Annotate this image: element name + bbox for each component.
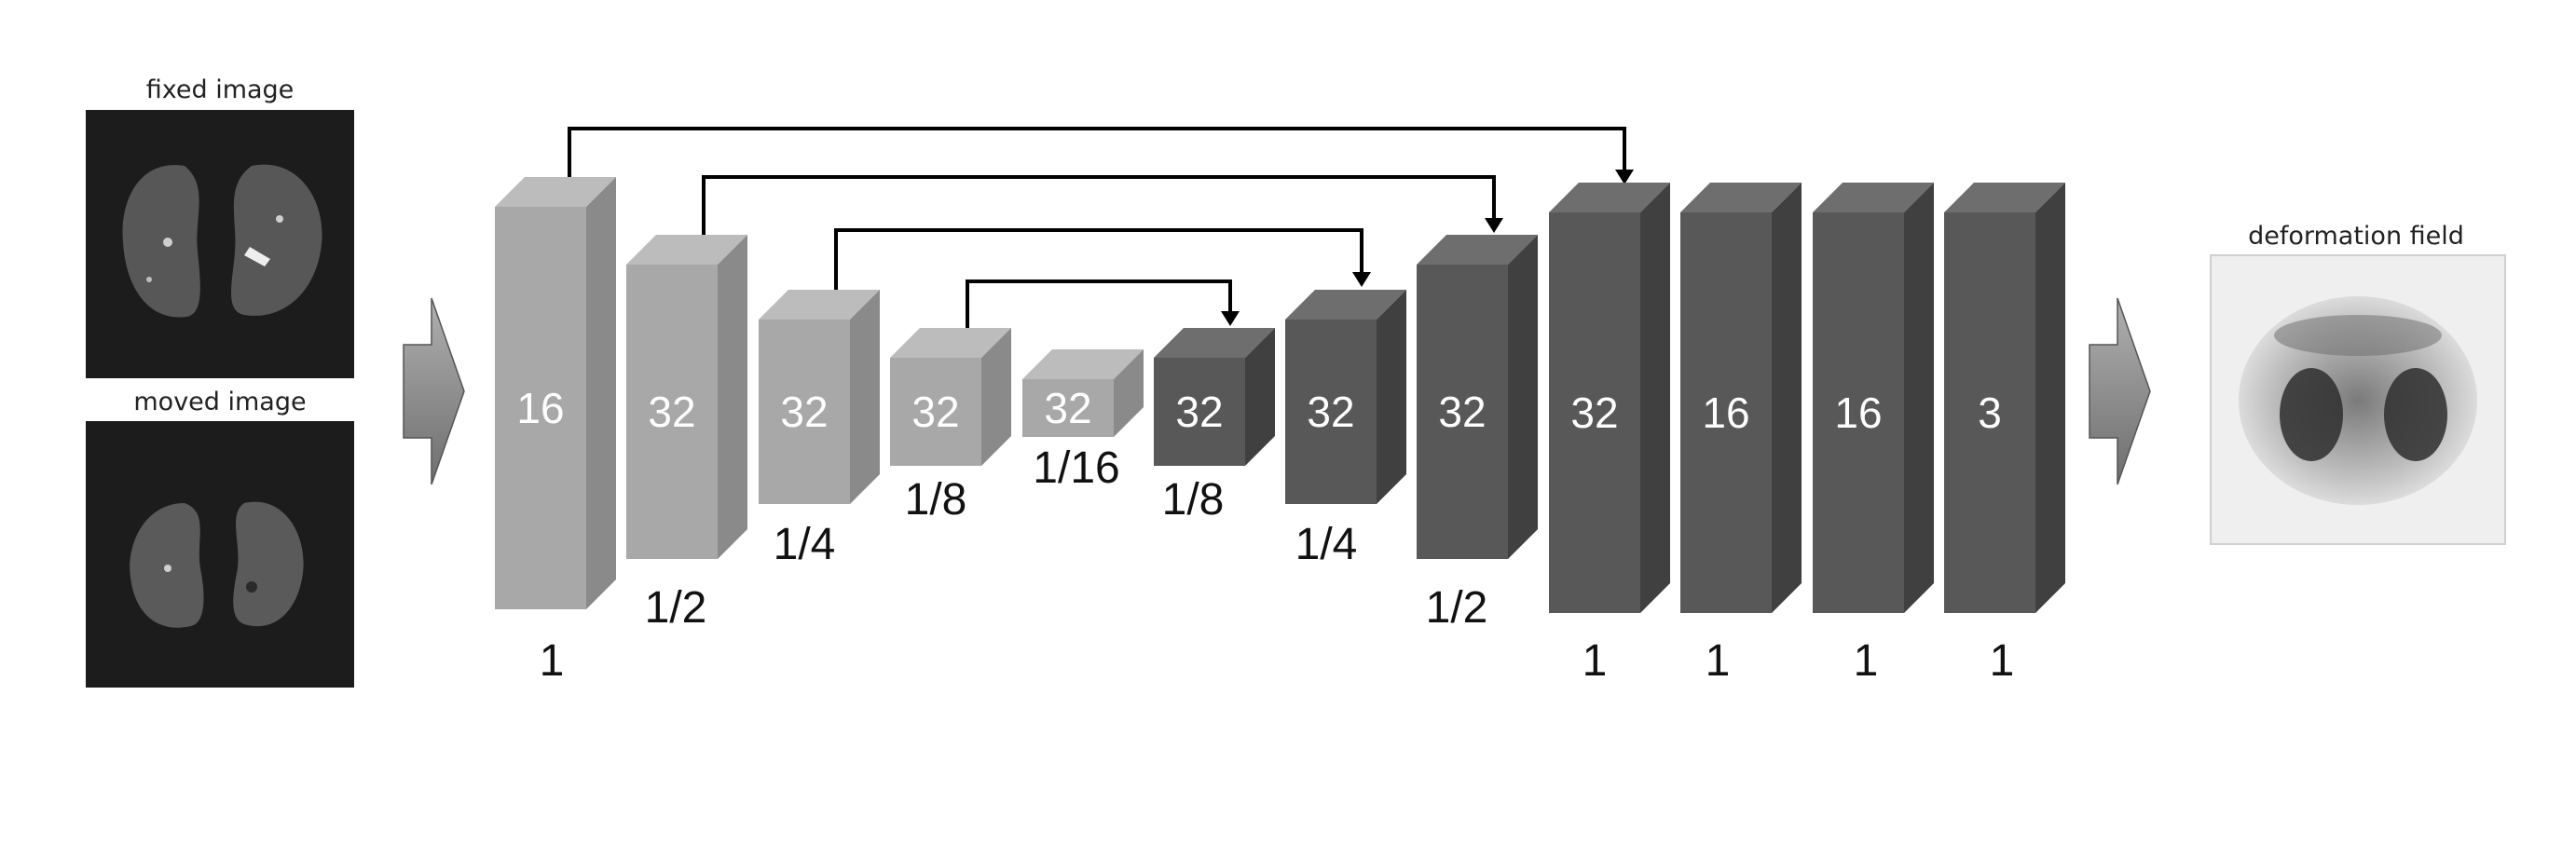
block-scale-label: 1/8 [905,475,967,525]
block-top-face [1944,183,2065,212]
block-top-face [1549,183,1670,212]
block-side-face [1508,235,1538,559]
block-top-face [1285,290,1406,320]
block-front-face [1680,212,1772,613]
block-front-face [1944,212,2035,613]
feature-block: 32 1/8 [1154,328,1275,525]
block-side-face [1245,328,1275,466]
block-front-face [495,207,586,609]
block-channel-label: 32 [1438,388,1486,436]
block-side-face [850,290,880,504]
feature-block: 31 [1944,183,2065,686]
skip-connection-3 [834,228,1363,291]
feature-block: 16 1 [1680,183,1802,686]
block-channel-label: 32 [780,388,828,436]
block-top-face [1813,183,1934,212]
block-side-face [1640,183,1670,613]
deformation-field-image [2210,254,2506,545]
block-channel-label: 32 [911,388,959,436]
skip-connection-4 [966,279,1232,332]
block-top-face [890,328,1011,358]
fixed-image-caption: fixed image [146,75,295,104]
arrow-head-icon [1352,272,1371,287]
feature-block: 32 1/4 [759,290,880,569]
block-front-face [1022,379,1114,437]
block-channel-label: 32 [1570,388,1618,437]
block-top-face [626,235,747,265]
feature-block: 32 1 [1549,183,1670,686]
skip-connection-1 [568,127,1626,177]
output-arrow [2089,297,2151,485]
block-side-face [1772,183,1802,613]
moved-image-caption: moved image [133,388,306,416]
feature-block: 16 1 [1813,183,1934,686]
block-channel-label: 16 [516,384,564,432]
block-front-face [759,320,850,504]
block-scale-label: 1/4 [774,520,836,569]
block-top-face [1417,235,1538,265]
block-channel-label: 32 [1175,388,1223,436]
block-scale-label: 1 [1706,636,1731,686]
block-front-face [1154,358,1245,466]
block-scale-label: 1 [540,636,565,686]
block-side-face [981,328,1011,466]
block-scale-label: 1/8 [1162,475,1225,525]
arrow-head-icon [1485,218,1503,233]
feature-block: 32 1/8 [890,328,1011,525]
feature-block: 16 1 [495,177,616,686]
block-side-face [586,177,616,609]
input-arrow [403,297,465,485]
feature-block: 32 1/16 [1022,349,1144,493]
block-top-face [759,290,880,320]
block-scale-label: 1/2 [1426,583,1488,633]
block-front-face [1285,320,1377,504]
block-scale-label: 1/4 [1295,520,1358,569]
block-front-face [1813,212,1904,613]
block-front-face [890,358,981,466]
block-top-face [495,177,616,207]
block-channel-label: 32 [648,388,695,436]
block-scale-label: 1 [1854,636,1879,686]
skip-connection-2 [702,175,1496,235]
block-scale-label: 1/16 [1033,443,1119,493]
skip-arrowheads [1221,170,1634,326]
block-scale-label: 1/2 [645,583,707,633]
arrow-head-icon [1615,170,1634,184]
feature-blocks: 161321/2321/4321/8321/16321/8321/4321/23… [495,177,2065,686]
block-channel-label: 16 [1702,388,1749,437]
feature-block: 32 1/2 [626,235,747,633]
skip-connections [568,127,1626,332]
block-front-face [626,265,718,559]
block-channel-label: 16 [1834,388,1882,437]
fixed-image [86,110,354,378]
block-front-face [1417,265,1508,559]
block-scale-label: 1 [1583,636,1608,686]
feature-block: 32 1/2 [1417,235,1538,633]
moved-image [86,421,354,688]
block-side-face [2035,183,2065,613]
block-channel-label: 3 [1978,388,2002,437]
feature-block: 32 1/4 [1285,290,1406,569]
block-side-face [1377,290,1406,504]
block-scale-label: 1 [1990,636,2015,686]
block-channel-label: 32 [1307,388,1354,436]
block-front-face [1549,212,1640,613]
block-side-face [718,235,747,559]
block-top-face [1022,349,1144,379]
arrow-head-icon [1221,311,1240,326]
block-channel-label: 32 [1044,384,1091,432]
block-side-face [1904,183,1934,613]
block-top-face [1154,328,1275,358]
deformation-field-caption: deformation field [2248,222,2464,251]
block-top-face [1680,183,1802,212]
block-side-face [1114,349,1144,437]
